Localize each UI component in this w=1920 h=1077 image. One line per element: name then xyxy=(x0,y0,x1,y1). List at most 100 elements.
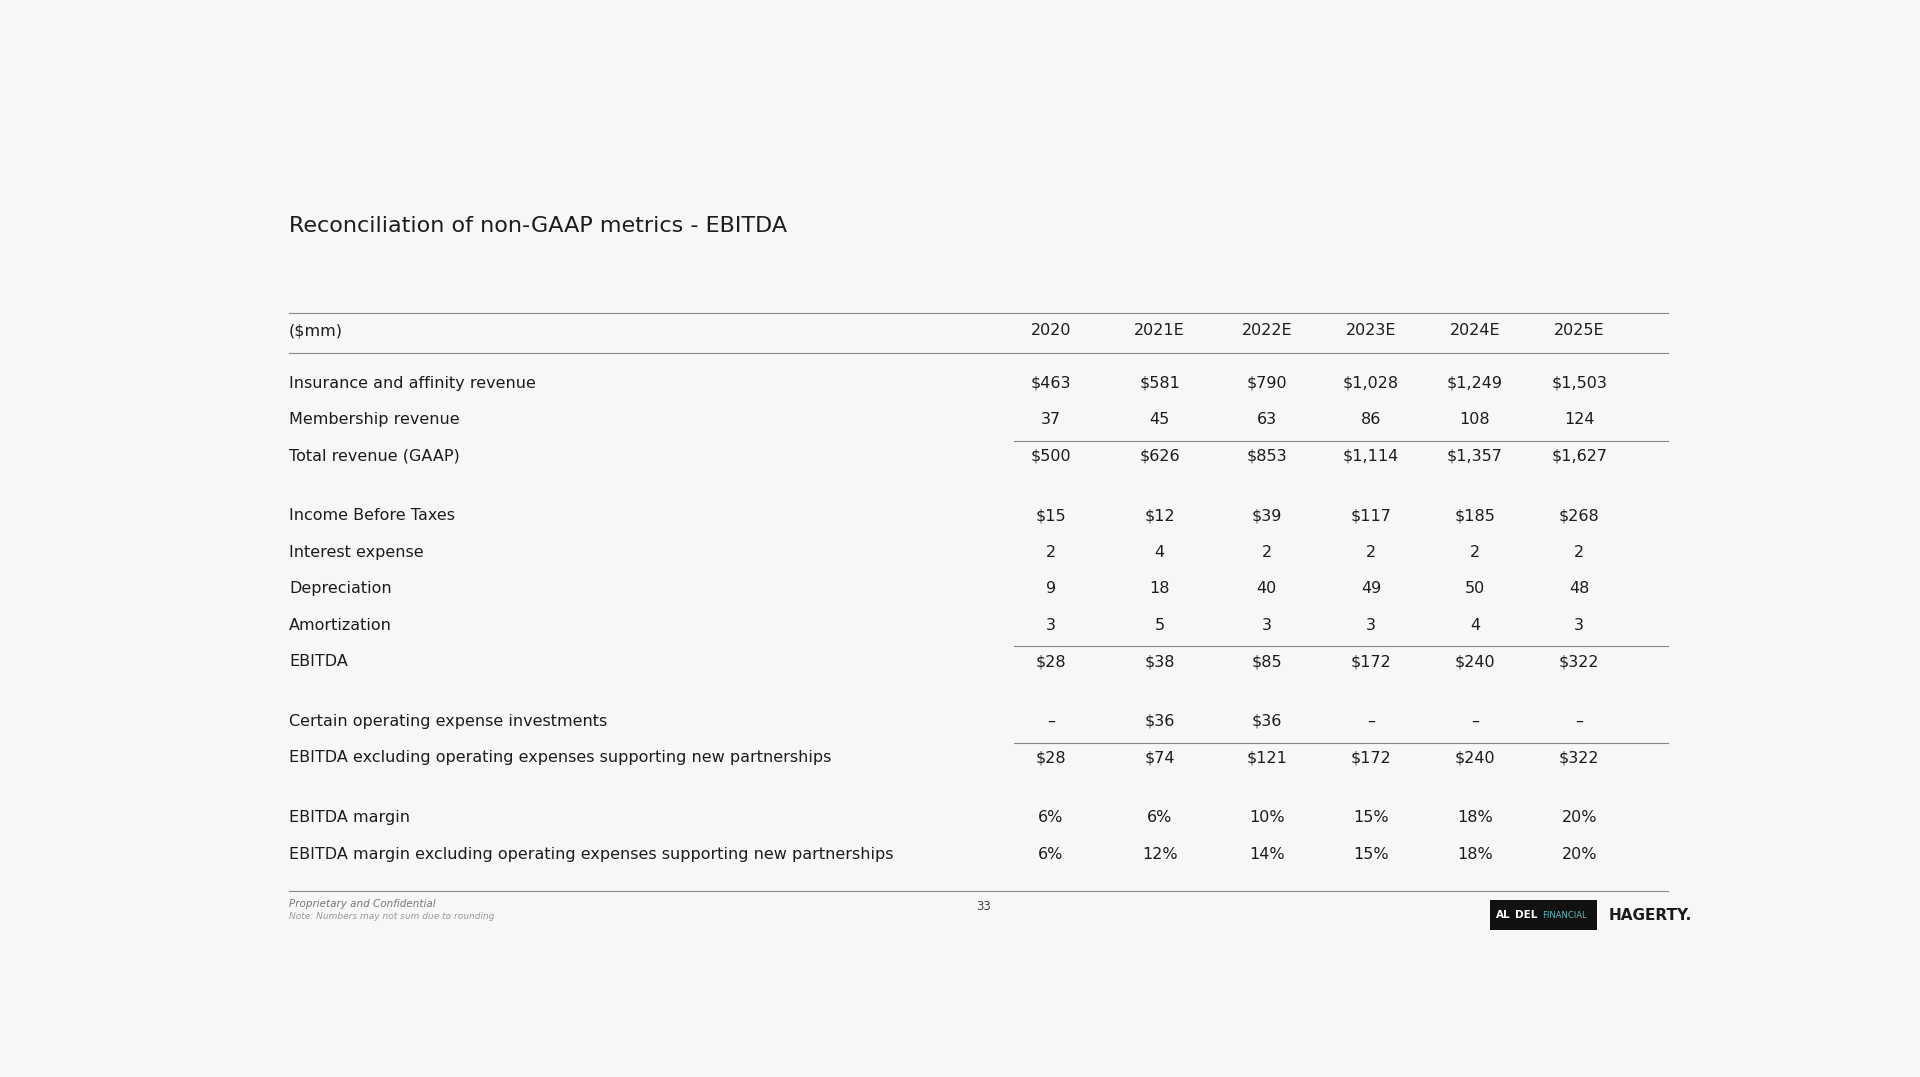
Text: EBITDA margin: EBITDA margin xyxy=(290,810,411,825)
Text: 20%: 20% xyxy=(1561,810,1597,825)
Text: $12: $12 xyxy=(1144,508,1175,523)
Text: $117: $117 xyxy=(1350,508,1392,523)
Text: 37: 37 xyxy=(1041,412,1062,426)
Text: DEL: DEL xyxy=(1515,910,1538,921)
Text: Certain operating expense investments: Certain operating expense investments xyxy=(290,714,607,729)
Text: 2: 2 xyxy=(1574,545,1584,560)
Text: EBITDA excluding operating expenses supporting new partnerships: EBITDA excluding operating expenses supp… xyxy=(290,751,831,766)
Text: 2023E: 2023E xyxy=(1346,323,1396,338)
Text: 18%: 18% xyxy=(1457,810,1494,825)
Text: 33: 33 xyxy=(977,900,991,913)
Text: 108: 108 xyxy=(1459,412,1490,426)
Text: HAGERTY.: HAGERTY. xyxy=(1609,908,1692,923)
Text: $240: $240 xyxy=(1455,751,1496,766)
Text: 3: 3 xyxy=(1574,617,1584,632)
Text: $1,028: $1,028 xyxy=(1342,376,1400,391)
Text: $28: $28 xyxy=(1035,654,1066,669)
Text: 2: 2 xyxy=(1365,545,1377,560)
Text: 10%: 10% xyxy=(1248,810,1284,825)
Text: Depreciation: Depreciation xyxy=(290,582,392,597)
Text: 3: 3 xyxy=(1261,617,1271,632)
Text: Total revenue (GAAP): Total revenue (GAAP) xyxy=(290,448,461,463)
Text: 6%: 6% xyxy=(1039,810,1064,825)
Text: 45: 45 xyxy=(1150,412,1169,426)
Text: FINANCIAL: FINANCIAL xyxy=(1542,911,1586,920)
Text: Proprietary and Confidential: Proprietary and Confidential xyxy=(290,899,436,909)
Text: AL: AL xyxy=(1496,910,1511,921)
FancyBboxPatch shape xyxy=(1490,900,1597,931)
Text: $38: $38 xyxy=(1144,654,1175,669)
Text: –: – xyxy=(1471,714,1478,729)
Text: $36: $36 xyxy=(1252,714,1283,729)
Text: $15: $15 xyxy=(1035,508,1066,523)
Text: EBITDA margin excluding operating expenses supporting new partnerships: EBITDA margin excluding operating expens… xyxy=(290,847,893,862)
Text: $74: $74 xyxy=(1144,751,1175,766)
Text: $39: $39 xyxy=(1252,508,1283,523)
Text: 4: 4 xyxy=(1471,617,1480,632)
Text: $36: $36 xyxy=(1144,714,1175,729)
Text: $322: $322 xyxy=(1559,654,1599,669)
Text: $322: $322 xyxy=(1559,751,1599,766)
Text: $463: $463 xyxy=(1031,376,1071,391)
Text: –: – xyxy=(1367,714,1375,729)
Text: 4: 4 xyxy=(1154,545,1165,560)
Text: 6%: 6% xyxy=(1039,847,1064,862)
Text: 63: 63 xyxy=(1258,412,1277,426)
Text: $1,249: $1,249 xyxy=(1448,376,1503,391)
Text: $500: $500 xyxy=(1031,448,1071,463)
Text: 2: 2 xyxy=(1261,545,1271,560)
Text: $85: $85 xyxy=(1252,654,1283,669)
Text: 6%: 6% xyxy=(1146,810,1173,825)
Text: 2021E: 2021E xyxy=(1135,323,1185,338)
Text: $1,503: $1,503 xyxy=(1551,376,1607,391)
Text: Insurance and affinity revenue: Insurance and affinity revenue xyxy=(290,376,536,391)
Text: $240: $240 xyxy=(1455,654,1496,669)
Text: 3: 3 xyxy=(1365,617,1377,632)
Text: 49: 49 xyxy=(1361,582,1380,597)
Text: 2: 2 xyxy=(1471,545,1480,560)
Text: $268: $268 xyxy=(1559,508,1599,523)
Text: $1,627: $1,627 xyxy=(1551,448,1607,463)
Text: $581: $581 xyxy=(1139,376,1181,391)
Text: $172: $172 xyxy=(1350,751,1392,766)
Text: 3: 3 xyxy=(1046,617,1056,632)
Text: 2: 2 xyxy=(1046,545,1056,560)
Text: 14%: 14% xyxy=(1248,847,1284,862)
Text: 9: 9 xyxy=(1046,582,1056,597)
Text: 2020: 2020 xyxy=(1031,323,1071,338)
Text: 50: 50 xyxy=(1465,582,1486,597)
Text: $28: $28 xyxy=(1035,751,1066,766)
Text: $1,357: $1,357 xyxy=(1448,448,1503,463)
Text: Amortization: Amortization xyxy=(290,617,392,632)
Text: $185: $185 xyxy=(1455,508,1496,523)
Text: 5: 5 xyxy=(1154,617,1165,632)
Text: –: – xyxy=(1046,714,1054,729)
Text: $1,114: $1,114 xyxy=(1342,448,1400,463)
Text: 18: 18 xyxy=(1150,582,1169,597)
Text: Income Before Taxes: Income Before Taxes xyxy=(290,508,455,523)
Text: 15%: 15% xyxy=(1354,847,1388,862)
Text: 124: 124 xyxy=(1565,412,1594,426)
Text: $121: $121 xyxy=(1246,751,1286,766)
Text: 86: 86 xyxy=(1361,412,1380,426)
Text: Interest expense: Interest expense xyxy=(290,545,424,560)
Text: 2024E: 2024E xyxy=(1450,323,1500,338)
Text: Reconciliation of non-GAAP metrics - EBITDA: Reconciliation of non-GAAP metrics - EBI… xyxy=(290,216,787,236)
Text: 15%: 15% xyxy=(1354,810,1388,825)
Text: $626: $626 xyxy=(1139,448,1181,463)
Text: 20%: 20% xyxy=(1561,847,1597,862)
Text: 18%: 18% xyxy=(1457,847,1494,862)
Text: ($mm): ($mm) xyxy=(290,323,344,338)
Text: 48: 48 xyxy=(1569,582,1590,597)
Text: Note: Numbers may not sum due to rounding: Note: Numbers may not sum due to roundin… xyxy=(290,912,495,921)
Text: 12%: 12% xyxy=(1142,847,1177,862)
Text: $790: $790 xyxy=(1246,376,1286,391)
Text: 2022E: 2022E xyxy=(1242,323,1292,338)
Text: EBITDA: EBITDA xyxy=(290,654,348,669)
Text: 40: 40 xyxy=(1256,582,1277,597)
Text: 2025E: 2025E xyxy=(1553,323,1605,338)
Text: –: – xyxy=(1574,714,1584,729)
Text: $172: $172 xyxy=(1350,654,1392,669)
Text: $853: $853 xyxy=(1246,448,1286,463)
Text: Membership revenue: Membership revenue xyxy=(290,412,459,426)
